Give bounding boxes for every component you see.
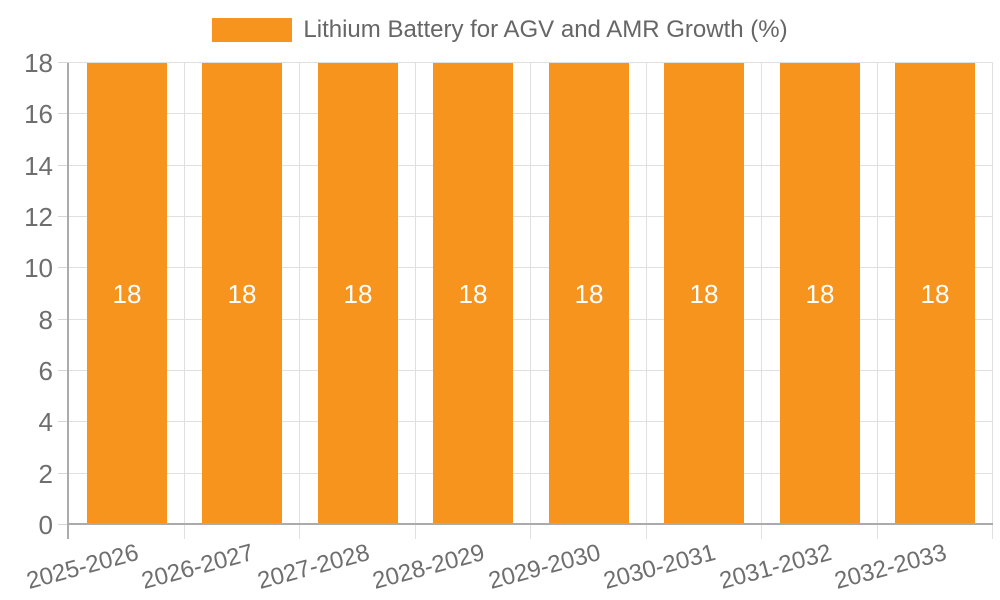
x-axis-tick-label: 2032-2033 [832, 539, 950, 595]
bar-value-label: 18 [227, 278, 257, 309]
v-gridline [992, 63, 993, 539]
h-gridline [69, 165, 993, 166]
bar: 18 [202, 63, 282, 525]
v-gridline [877, 63, 878, 539]
y-axis-tick-label: 4 [38, 407, 53, 437]
bar: 18 [433, 63, 513, 525]
v-gridline [415, 63, 416, 539]
bar: 18 [87, 63, 167, 525]
v-gridline [761, 63, 762, 539]
y-axis-tick-label: 6 [38, 356, 53, 386]
x-axis-line [67, 523, 993, 525]
x-axis-tick-label: 2031-2032 [716, 539, 835, 595]
bar: 18 [780, 63, 860, 525]
bar-value-label: 18 [343, 278, 373, 309]
x-axis-tick-label: 2027-2028 [254, 539, 373, 595]
y-axis-tick-label: 12 [24, 202, 53, 232]
bar-value-label: 18 [920, 278, 950, 309]
bar: 18 [318, 63, 398, 525]
bar-value-label: 18 [112, 278, 142, 309]
bar-value-label: 18 [458, 278, 488, 309]
v-gridline [646, 63, 647, 539]
v-gridline [299, 63, 300, 539]
y-tick [58, 421, 69, 422]
x-axis-tick-label: 2026-2027 [139, 539, 257, 595]
y-axis-tick-label: 0 [38, 510, 53, 540]
bar-value-label: 18 [805, 278, 835, 309]
bar: 18 [549, 63, 629, 525]
legend-label: Lithium Battery for AGV and AMR Growth (… [303, 16, 788, 43]
h-gridline [69, 62, 993, 63]
legend[interactable]: Lithium Battery for AGV and AMR Growth (… [0, 16, 1000, 44]
h-gridline [69, 113, 993, 114]
x-axis-tick-label: 2029-2030 [485, 539, 604, 595]
y-axis-tick-label: 10 [24, 253, 53, 283]
y-tick [58, 62, 69, 63]
h-gridline [69, 267, 993, 268]
legend-swatch [212, 18, 293, 42]
y-axis-tick-label: 18 [24, 48, 53, 78]
y-tick [58, 319, 69, 320]
y-axis-tick-label: 14 [24, 151, 53, 181]
x-axis-tick-label: 2025-2026 [23, 539, 142, 595]
y-tick [58, 216, 69, 217]
y-tick [58, 165, 69, 166]
bar-value-label: 18 [689, 278, 719, 309]
v-gridline [530, 63, 531, 539]
bar: 18 [895, 63, 975, 525]
v-gridline [184, 63, 185, 539]
bar: 18 [664, 63, 744, 525]
y-tick [58, 473, 69, 474]
x-axis-tick-label: 2030-2031 [601, 539, 719, 595]
y-axis-tick-label: 8 [38, 305, 53, 335]
h-gridline [69, 216, 993, 217]
y-tick [58, 524, 69, 525]
x-axis-tick-label: 2028-2029 [370, 539, 488, 595]
h-gridline [69, 421, 993, 422]
y-axis-tick-label: 2 [38, 459, 53, 489]
y-tick [58, 113, 69, 114]
h-gridline [69, 473, 993, 474]
h-gridline [69, 319, 993, 320]
y-tick [58, 267, 69, 268]
y-tick [58, 370, 69, 371]
y-axis-line [67, 63, 69, 539]
y-axis-tick-label: 16 [24, 99, 53, 129]
h-gridline [69, 370, 993, 371]
bar-value-label: 18 [574, 278, 604, 309]
